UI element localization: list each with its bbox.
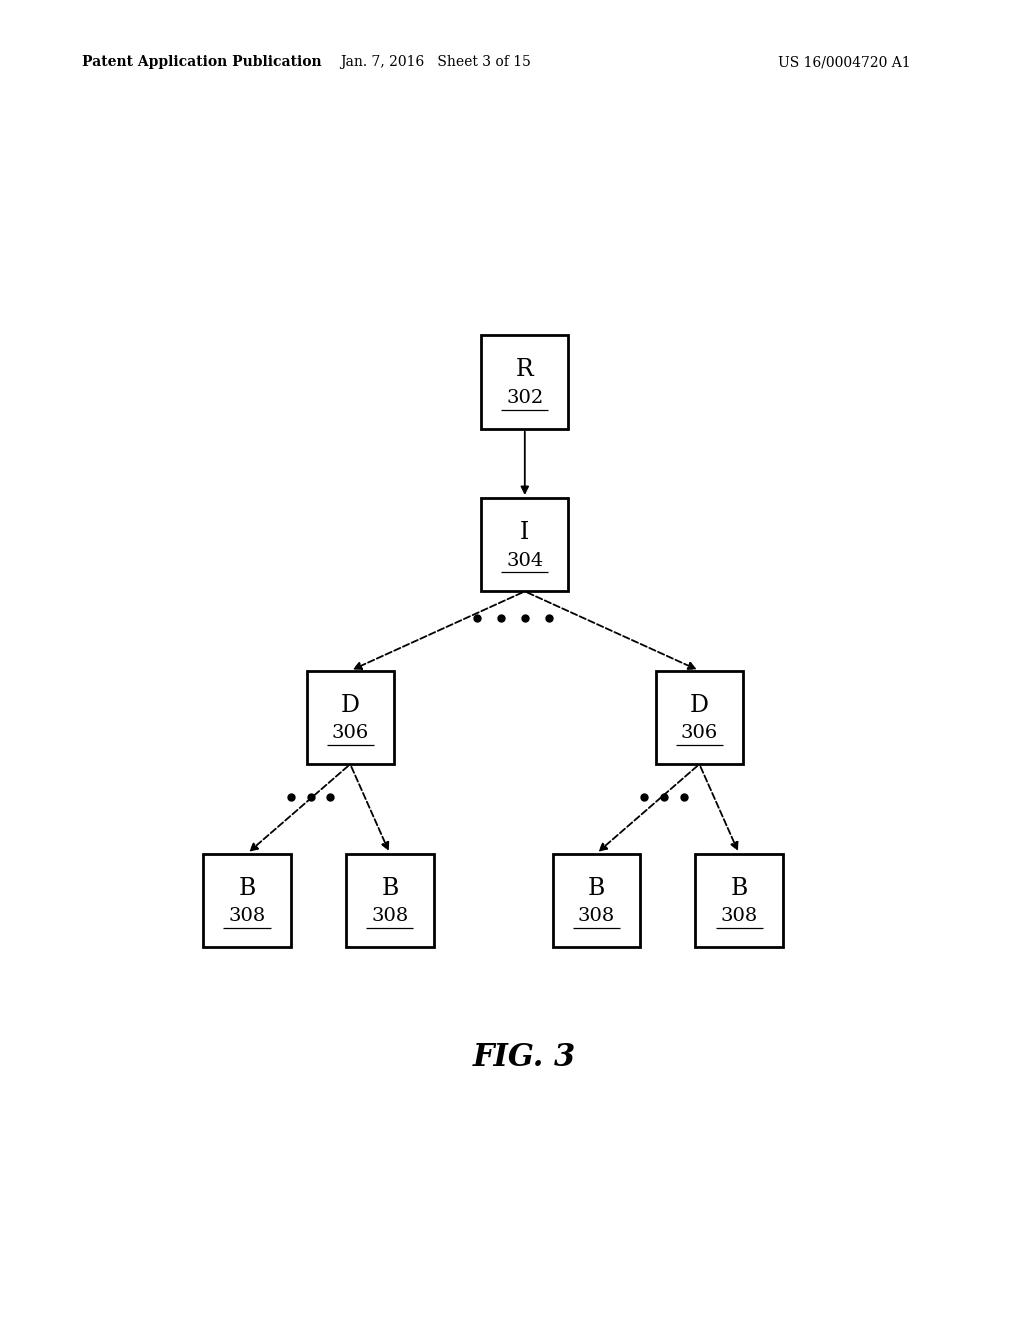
Text: US 16/0004720 A1: US 16/0004720 A1 — [778, 55, 911, 70]
Text: I: I — [520, 521, 529, 544]
Text: B: B — [381, 876, 398, 900]
Bar — [655, 671, 743, 764]
Text: B: B — [588, 876, 605, 900]
Text: 308: 308 — [721, 907, 758, 925]
Text: FIG. 3: FIG. 3 — [473, 1043, 577, 1073]
Text: B: B — [239, 876, 256, 900]
Bar — [306, 671, 394, 764]
Bar — [695, 854, 782, 948]
Text: 308: 308 — [372, 907, 409, 925]
Text: D: D — [690, 694, 709, 717]
Bar — [204, 854, 291, 948]
Text: 306: 306 — [681, 725, 718, 742]
Bar — [346, 854, 433, 948]
Text: Patent Application Publication: Patent Application Publication — [82, 55, 322, 70]
Text: D: D — [341, 694, 359, 717]
Bar — [553, 854, 640, 948]
Text: 308: 308 — [228, 907, 265, 925]
Text: 308: 308 — [578, 907, 614, 925]
Text: 304: 304 — [506, 552, 544, 569]
Text: 306: 306 — [332, 725, 369, 742]
Text: R: R — [516, 358, 534, 381]
Bar — [481, 335, 568, 429]
Text: Jan. 7, 2016   Sheet 3 of 15: Jan. 7, 2016 Sheet 3 of 15 — [340, 55, 530, 70]
Bar — [481, 498, 568, 591]
Text: 302: 302 — [506, 389, 544, 407]
Text: B: B — [730, 876, 748, 900]
